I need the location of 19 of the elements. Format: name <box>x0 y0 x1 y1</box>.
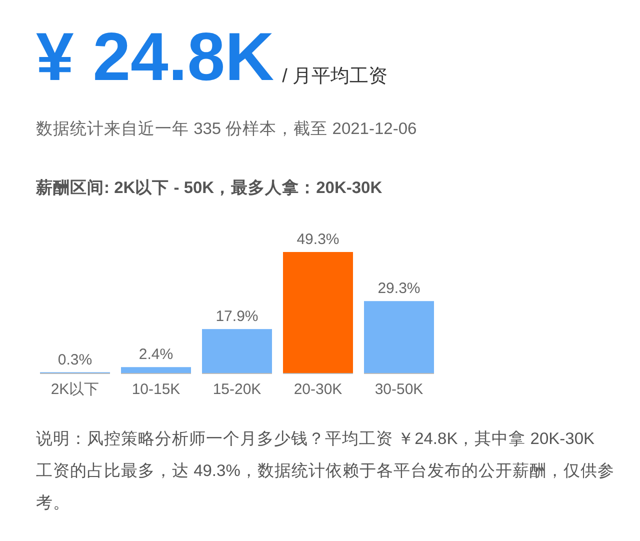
x-tick-label: 10-15K <box>132 381 180 398</box>
text: 数据统计来自近一年 335 份样本，截至 2021-12-06 <box>36 119 417 138</box>
x-tick-label: 20-30K <box>294 381 342 398</box>
data-label: 29.3% <box>378 280 420 298</box>
chart-subtitle: / 月平均工资 <box>282 66 388 87</box>
text: 说明：风控策略分析师一个月多少钱？平均工资 ￥24.8K，其中拿 20K-30K 工资的占比最多，达 49.3%，数据统计依赖于各平台发布的公开薪酬，仅供参考。 <box>36 430 614 512</box>
bar <box>202 329 272 373</box>
chart-title: ¥ 24.8K <box>36 19 274 95</box>
data-label: 49.3% <box>296 231 340 248</box>
data-label: 2.4% <box>138 346 174 364</box>
bar <box>283 252 353 373</box>
x-tick-label: 30-50K <box>374 381 424 398</box>
bar <box>121 367 191 373</box>
text: 薪酬区间: 2K以下 - 50K，最多人拿：20K-30K <box>35 178 382 197</box>
x-tick-label: 15-20K <box>212 381 262 398</box>
bar <box>364 301 434 373</box>
data-label: 0.3% <box>58 351 92 368</box>
data-label: 17.9% <box>216 308 258 326</box>
x-tick-label: 2K以下 <box>50 381 100 398</box>
